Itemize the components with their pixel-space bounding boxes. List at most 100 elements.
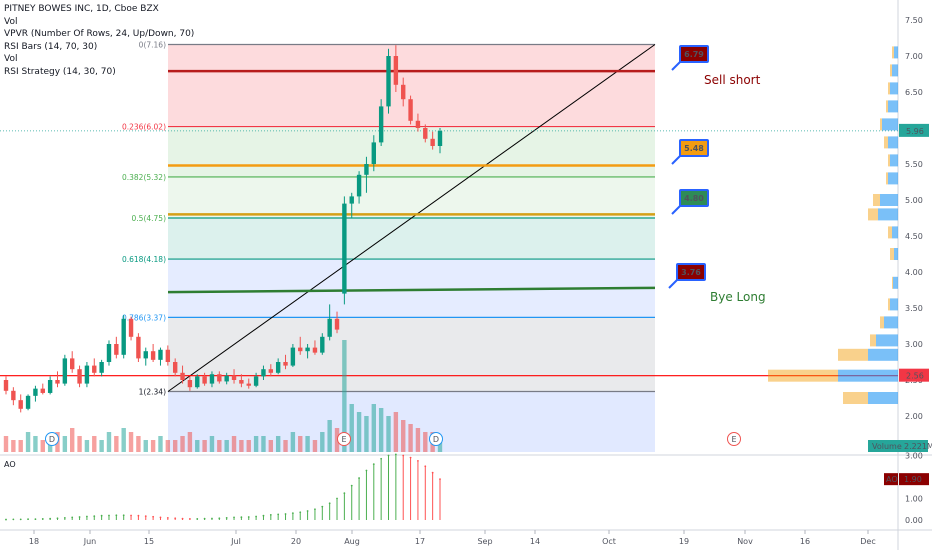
volume-bar: [224, 440, 229, 452]
candle-body: [334, 318, 340, 330]
sell-short-note[interactable]: Sell short: [704, 73, 761, 87]
candle-body: [239, 380, 244, 384]
ao-pane-label[interactable]: AO: [4, 460, 16, 469]
ao-dot: [262, 514, 265, 517]
candle-body: [136, 336, 141, 359]
candle-body: [195, 376, 200, 388]
vpvr-down-bar: [888, 226, 892, 239]
legend-rsi-bars[interactable]: RSI Bars (14, 70, 30): [4, 41, 98, 52]
volume-bar: [423, 432, 428, 452]
vpvr-up-bar: [880, 194, 898, 206]
candle-body: [327, 318, 332, 337]
ao-dot: [93, 515, 96, 518]
ao-badge-value: 1.90: [904, 475, 922, 484]
level-tag-text: 6.79: [684, 50, 704, 59]
fib-zone: [168, 218, 655, 260]
ao-dot: [203, 517, 206, 520]
vpvr-up-bar: [888, 136, 898, 149]
volume-bar: [70, 428, 75, 452]
candle-body: [298, 347, 303, 352]
candle-body: [40, 388, 45, 393]
candle-body: [55, 380, 60, 384]
level-tag-bg: [676, 263, 706, 281]
ao-dot: [299, 511, 302, 514]
ao-dot: [181, 517, 184, 520]
legend-vpvr[interactable]: VPVR (Number Of Rows, 24, Up/Down, 70): [4, 29, 195, 39]
legend-vol-2[interactable]: Vol: [4, 54, 18, 64]
ao-dot: [174, 517, 177, 520]
vpvr-up-bar: [868, 348, 898, 361]
candle-body: [415, 120, 421, 128]
volume-badge-value: 2.221M: [904, 442, 932, 451]
candle-body: [106, 344, 112, 362]
volume-bar: [312, 440, 318, 452]
fib-level-label: 0.5(4.75): [132, 214, 167, 223]
candle-body: [290, 347, 296, 366]
candle-body: [172, 362, 178, 373]
vpvr-up-bar: [890, 298, 898, 311]
fib-level-label: 0(7.16): [139, 40, 166, 49]
volume-bar: [11, 440, 16, 452]
price-tick-label: 7.50: [905, 16, 923, 25]
candle-body: [246, 383, 251, 386]
ao-dot: [218, 517, 221, 520]
volume-bar: [349, 404, 354, 452]
vpvr-down-bar: [888, 154, 890, 167]
vpvr-down-bar: [890, 248, 894, 260]
ao-dot: [372, 463, 375, 465]
candle-body: [401, 84, 406, 100]
volume-bar: [371, 404, 376, 452]
fib-level-label: 0.618(4.18): [122, 255, 166, 264]
ao-dot: [343, 492, 346, 495]
legend-rsi-strategy[interactable]: RSI Strategy (14, 30, 70): [4, 66, 116, 77]
vpvr-down-bar: [880, 316, 884, 329]
fib-level-label: 1(2.34): [139, 388, 166, 397]
volume-bar: [84, 440, 90, 452]
ao-dot: [12, 518, 15, 521]
volume-bar: [33, 436, 38, 452]
candle-body: [253, 376, 259, 386]
candle-body: [11, 390, 16, 401]
ao-dot: [225, 516, 228, 519]
volume-badge-label: Volume: [872, 442, 902, 451]
candle-body: [393, 56, 399, 85]
ao-dot: [240, 516, 243, 519]
tag-pointer: [671, 155, 681, 165]
volume-bar: [217, 440, 222, 452]
ao-dot: [277, 513, 280, 516]
time-tick-label: Jul: [230, 537, 241, 546]
candle-body: [423, 128, 428, 139]
legend-vol[interactable]: Vol: [4, 16, 18, 27]
candle-body: [231, 375, 237, 380]
time-tick-label: Aug: [344, 537, 360, 546]
ao-tick-label: 0.00: [905, 516, 923, 525]
volume-bar: [150, 440, 156, 452]
symbol-title[interactable]: PITNEY BOWES INC, 1D, Cboe BZX: [4, 4, 159, 14]
price-tick-label: 5.00: [905, 196, 923, 205]
volume-bar: [195, 440, 200, 452]
volume-bar: [158, 436, 163, 452]
price-tick-label: 6.50: [905, 88, 923, 97]
volume-bar: [172, 440, 178, 452]
tag-pointer: [668, 279, 678, 289]
vpvr-down-bar: [873, 194, 880, 206]
ao-dot: [211, 517, 213, 520]
bye-long-note[interactable]: Bye Long: [710, 290, 766, 304]
level-tag-text: 3.76: [681, 268, 701, 277]
ao-dot: [34, 518, 37, 521]
candle-body: [268, 369, 274, 373]
time-tick-label: 18: [29, 537, 39, 546]
candle-body: [70, 358, 75, 370]
volume-bar: [268, 440, 274, 452]
volume-bar: [342, 340, 347, 452]
vpvr-up-bar: [888, 100, 898, 113]
tag-pointer: [671, 205, 681, 215]
ao-dot: [321, 505, 324, 508]
volume-bar: [356, 412, 362, 452]
time-tick-label: Jun: [83, 537, 97, 546]
ao-dot: [402, 454, 405, 457]
level-tag-bg: [679, 139, 709, 157]
vpvr-down-bar: [892, 276, 893, 289]
ao-dot: [152, 515, 155, 518]
